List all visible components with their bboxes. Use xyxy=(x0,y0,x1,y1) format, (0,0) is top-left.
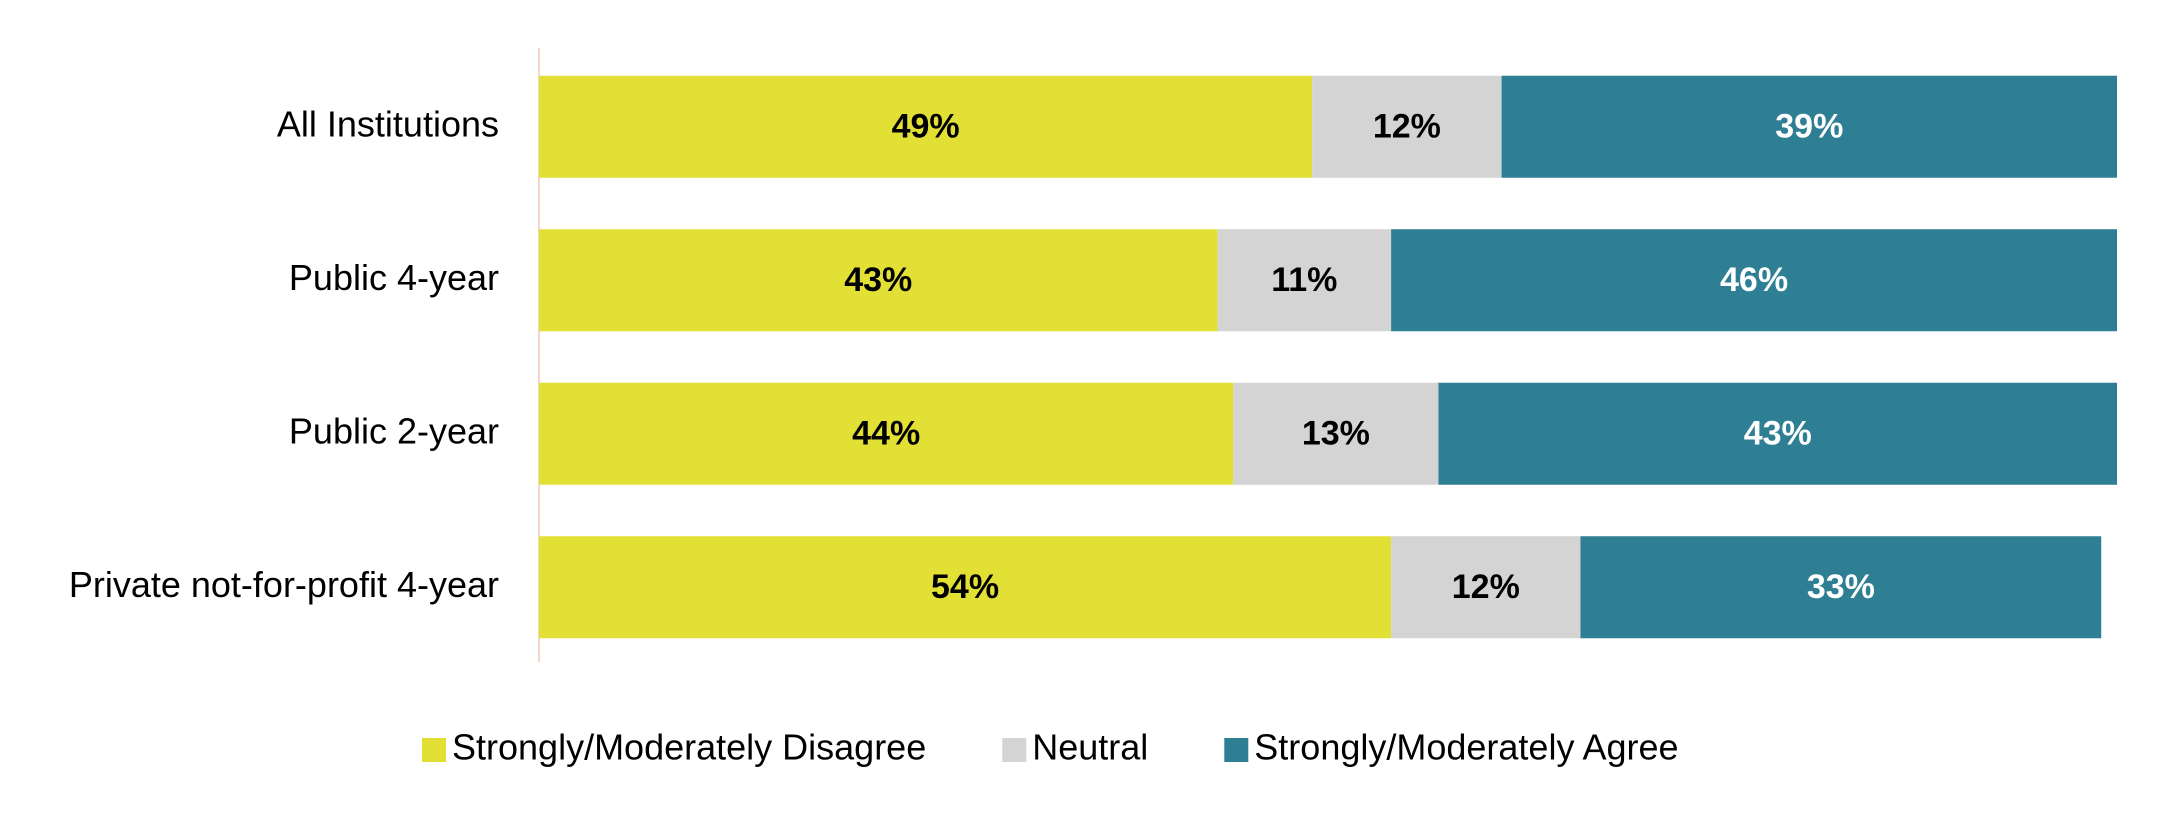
bar-segment xyxy=(539,75,1313,178)
data-label: 49% xyxy=(892,108,960,146)
bar-segment xyxy=(1501,75,2117,178)
data-label: 11% xyxy=(1271,261,1337,299)
bar-segment xyxy=(1391,229,2117,332)
bar-segment xyxy=(1580,536,2102,639)
data-label: 39% xyxy=(1775,108,1843,146)
legend-swatch xyxy=(1224,738,1249,762)
legend-label: Strongly/Moderately Agree xyxy=(1254,727,1678,768)
data-label: 43% xyxy=(1744,415,1812,453)
data-label: 43% xyxy=(844,261,912,299)
y-tick-label: All Institutions xyxy=(277,103,499,144)
data-label: 54% xyxy=(931,568,999,606)
data-label: 12% xyxy=(1373,108,1441,146)
legend-label: Neutral xyxy=(1032,727,1148,768)
y-tick-label: Public 2-year xyxy=(289,410,499,451)
y-tick-label: Private not-for-profit 4-year xyxy=(69,564,499,605)
bar-segment xyxy=(539,382,1234,485)
bar-segment xyxy=(539,229,1218,332)
y-tick-label: Public 4-year xyxy=(289,257,499,298)
bar-segment xyxy=(1217,229,1392,332)
data-label: 44% xyxy=(852,415,920,453)
legend-swatch xyxy=(422,738,446,762)
data-label: 13% xyxy=(1302,415,1370,453)
legend-swatch xyxy=(1002,738,1027,762)
bar-segment xyxy=(1312,75,1502,178)
data-label: 46% xyxy=(1720,261,1788,299)
bar-segment xyxy=(1391,536,1581,639)
bar-segment xyxy=(1233,382,1439,485)
bar-segment xyxy=(1438,382,2117,485)
legend-label: Strongly/Moderately Disagree xyxy=(452,727,926,768)
bar-segment xyxy=(539,536,1392,639)
data-label: 12% xyxy=(1452,568,1520,606)
data-label: 33% xyxy=(1807,568,1875,606)
